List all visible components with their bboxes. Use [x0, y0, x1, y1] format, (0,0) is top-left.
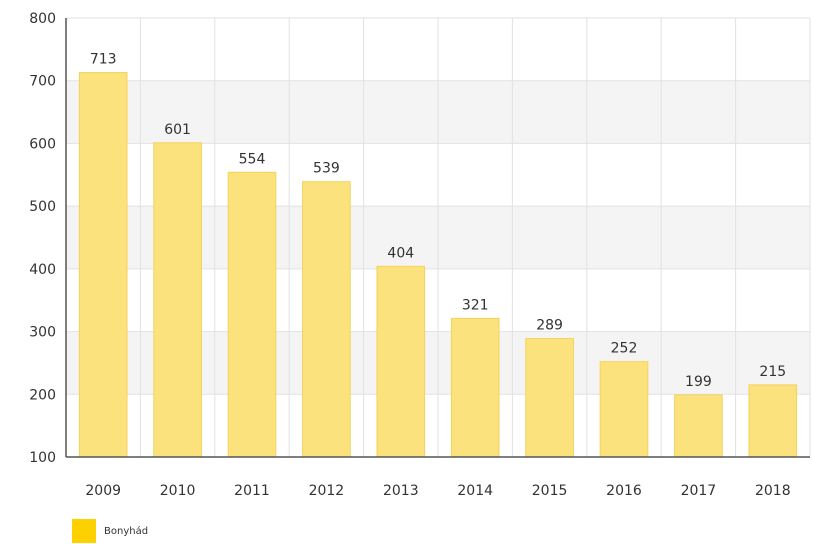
data-label-2010: 601 — [164, 122, 191, 138]
x-tick-label-2009: 2009 — [85, 483, 121, 499]
y-tick-label-200: 200 — [29, 387, 56, 403]
x-tick-labels: 2009 2010 2011 2012 2013 2014 2015 2016 2017 2018 — [85, 483, 790, 499]
bar-2017[interactable] — [674, 394, 723, 458]
x-tick-label-2016: 2016 — [606, 483, 642, 499]
data-label-2013: 404 — [387, 245, 414, 261]
x-tick-label-2014: 2014 — [457, 483, 493, 499]
legend[interactable]: Bonyhád — [72, 519, 148, 543]
axes — [65, 18, 810, 458]
bar-2015[interactable] — [525, 337, 574, 458]
x-tick-label-2015: 2015 — [532, 483, 568, 499]
x-tick-label-2010: 2010 — [160, 483, 196, 499]
legend-swatch — [72, 519, 96, 543]
y-tick-label-400: 400 — [29, 262, 56, 278]
bar-2010[interactable] — [153, 142, 202, 458]
data-label-2018: 215 — [759, 364, 786, 380]
legend-label: Bonyhád — [104, 525, 149, 537]
data-label-2009: 713 — [90, 52, 117, 68]
y-tick-labels: 100 200 300 400 500 600 700 800 — [29, 11, 56, 466]
data-label-2011: 554 — [239, 151, 266, 167]
bar-2018[interactable] — [748, 384, 798, 458]
bar-2014[interactable] — [450, 317, 500, 458]
x-tick-label-2011: 2011 — [234, 483, 270, 499]
x-tick-label-2013: 2013 — [383, 483, 419, 499]
data-label-2016: 252 — [611, 341, 638, 357]
data-labels: 713 601 554 539 404 321 289 252 199 215 — [90, 52, 786, 390]
bar-2009[interactable] — [78, 72, 128, 458]
data-label-2012: 539 — [313, 161, 340, 177]
x-tick-label-2018: 2018 — [755, 483, 791, 499]
x-tick-label-2012: 2012 — [309, 483, 345, 499]
y-tick-label-800: 800 — [29, 11, 56, 27]
y-tick-label-600: 600 — [29, 136, 56, 152]
y-tick-label-300: 300 — [29, 325, 56, 341]
data-label-2017: 199 — [685, 374, 712, 390]
bars — [78, 72, 798, 458]
data-label-2014: 321 — [462, 297, 489, 313]
bar-2011[interactable] — [227, 171, 277, 458]
x-tick-label-2017: 2017 — [681, 483, 717, 499]
y-tick-label-500: 500 — [29, 199, 56, 215]
bar-2012[interactable] — [302, 181, 351, 458]
bar-2013[interactable] — [376, 265, 426, 458]
y-tick-label-700: 700 — [29, 74, 56, 90]
data-label-2015: 289 — [536, 317, 563, 333]
y-tick-label-100: 100 — [29, 450, 56, 466]
bar-2016[interactable] — [599, 361, 649, 458]
